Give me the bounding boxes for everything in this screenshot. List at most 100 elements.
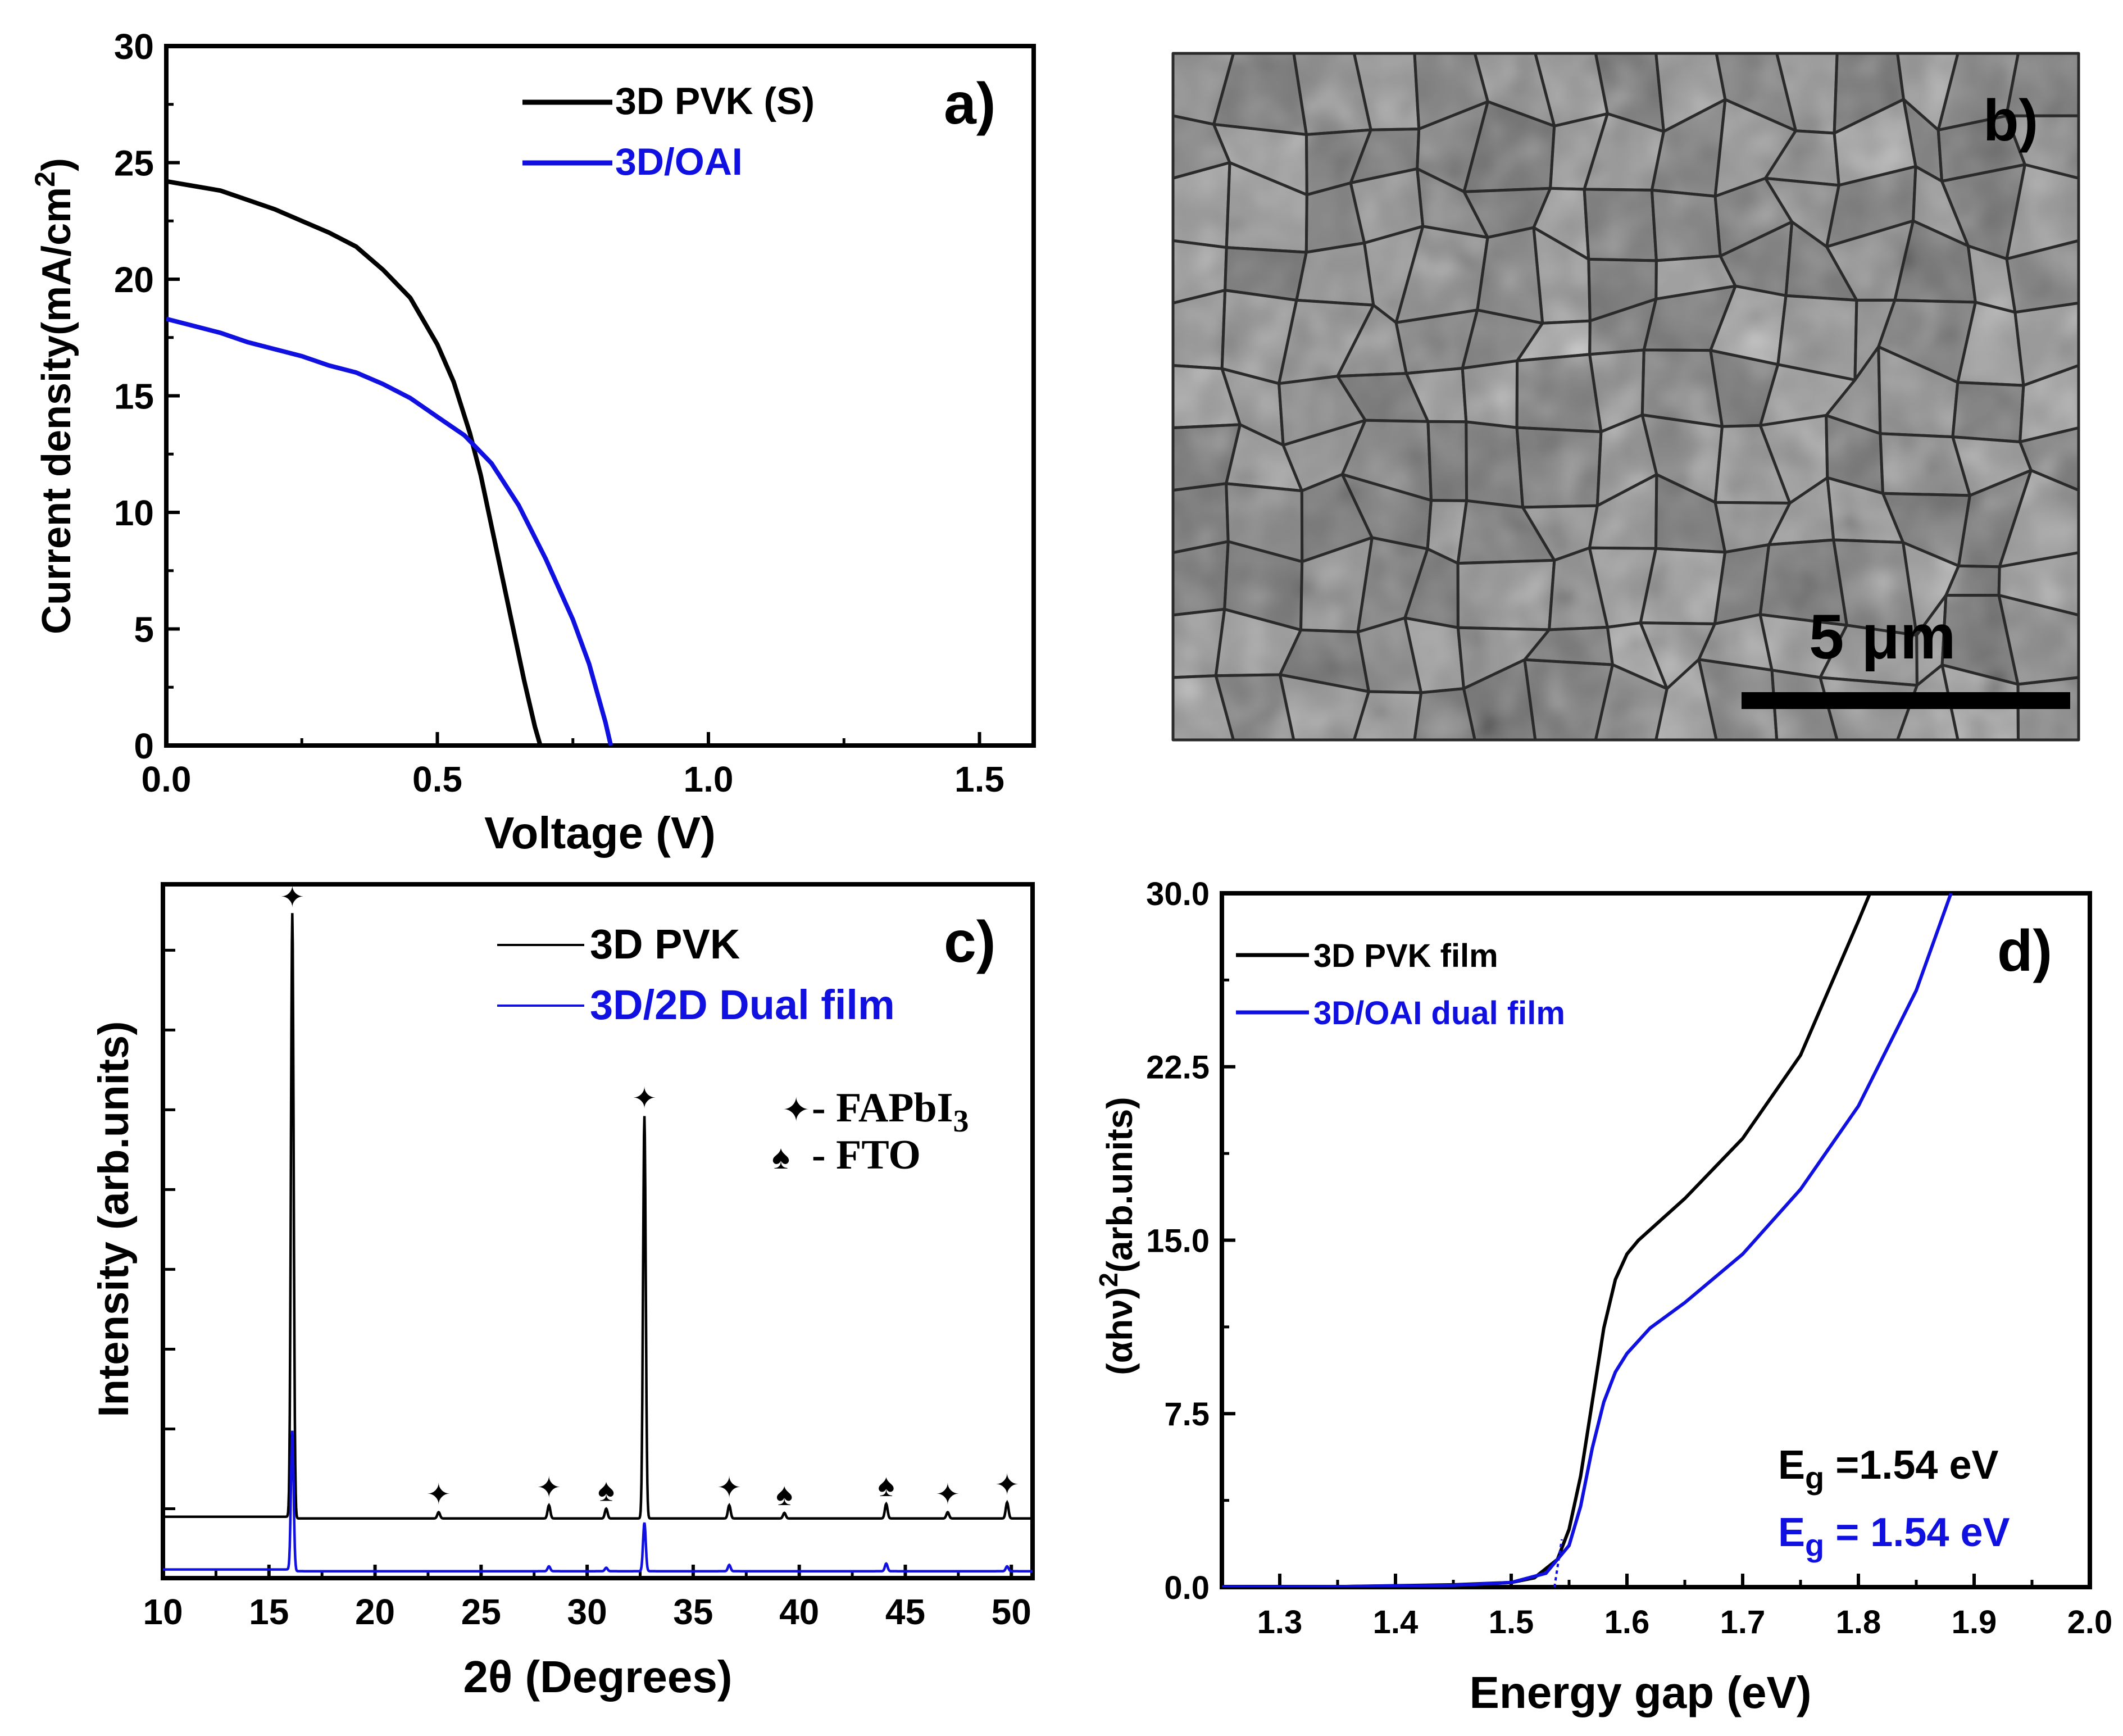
y-tick-label: 7.5	[1164, 1396, 1210, 1433]
x-tick-label: 35	[673, 1592, 713, 1632]
x-tick-label: 0.5	[412, 759, 462, 799]
fapbi3-peak-marker: ✦	[537, 1471, 561, 1504]
grain	[1456, 558, 1556, 631]
x-tick-label: 1.9	[1952, 1604, 1997, 1640]
panel-d-legend-label-1: 3D PVK film	[1313, 938, 1498, 974]
panel-a-series-3d-pvk-s	[166, 179, 543, 746]
grain	[1461, 359, 1519, 429]
panel-a: 0.0 0.5 1.0 1.5 0 5 10 15 20 25 30 3D PVK (S) 3D/…	[29, 26, 1036, 858]
x-tick-label: 25	[461, 1592, 501, 1632]
grain	[1583, 188, 1658, 262]
x-tick-label: 1.0	[684, 759, 734, 799]
panel-d-y-axis-label: (αhν)2(arb.units)	[1094, 1097, 1140, 1375]
fapbi3-legend-symbol: ✦	[782, 1091, 810, 1129]
grain	[1650, 188, 1722, 262]
grain	[1639, 547, 1727, 625]
x-tick-label: 1.5	[1489, 1604, 1534, 1640]
y-tick-label: 25	[114, 143, 154, 184]
fto-legend-symbol: ♠	[772, 1138, 790, 1176]
x-tick-label: 20	[355, 1592, 395, 1632]
panel-a-plot-frame	[164, 44, 1036, 748]
x-tick-label: 2.0	[2067, 1604, 2113, 1640]
grain	[1515, 426, 1603, 509]
y-tick-label: 0	[134, 726, 154, 766]
grain	[1476, 226, 1544, 325]
eg-blue-annotation: Eg = 1.54 eV	[1778, 1510, 2010, 1563]
y-tick-label: 20	[114, 260, 154, 300]
sem-grain-boundaries	[1171, 52, 2080, 742]
y-tick-label: 15	[114, 376, 154, 417]
grain	[1171, 161, 1231, 249]
grain	[1171, 540, 1230, 617]
panel-c-y-axis-label: Intensity (arb.units)	[90, 1021, 138, 1417]
x-tick-label: 10	[143, 1592, 183, 1632]
grain	[1515, 353, 1603, 433]
y-tick-label: 15.0	[1146, 1223, 1210, 1259]
panel-a-x-axis-label: Voltage (V)	[484, 808, 716, 858]
panel-c: 10 15 20 25 30 35 40 45 50 ✦ ✦ ✦ ✦ ✦ ✦ ✦ ♠ ♠ ♠ 3D PVK 3D/…	[90, 881, 1035, 1702]
panel-a-y-ticks: 0 5 10 15 20 25 30	[114, 26, 180, 766]
fto-peak-marker: ♠	[776, 1476, 793, 1512]
panel-a-series-3d-oai	[166, 316, 613, 746]
eg-black-annotation: Eg =1.54 eV	[1778, 1443, 1999, 1496]
panel-a-label: a)	[944, 71, 995, 137]
x-tick-label: 1.6	[1604, 1604, 1650, 1640]
panel-a-x-ticks: 0.0 0.5 1.0 1.5	[142, 732, 1004, 799]
fto-peak-marker: ♠	[878, 1467, 895, 1503]
grain	[1426, 420, 1469, 502]
panel-c-series-3d-pvk	[163, 913, 1033, 1520]
scale-bar	[1742, 692, 2070, 709]
panel-d: 1.3 1.4 1.5 1.6 1.7 1.8 1.9 2.0 0.0 7.5 15.0 22.5 3…	[1094, 876, 2112, 1717]
panel-d-legend-label-2: 3D/OAI dual film	[1313, 995, 1565, 1031]
x-tick-label: 1.5	[954, 759, 1004, 799]
x-tick-label: 15	[249, 1592, 289, 1632]
panel-a-legend-label-1: 3D PVK (S)	[615, 80, 815, 122]
x-tick-label: 1.4	[1373, 1604, 1419, 1640]
y-tick-label: 30	[114, 26, 154, 67]
panel-c-series-3d-2d-dual-film	[163, 1430, 1033, 1573]
panel-a-legend-label-2: 3D/OAI	[615, 140, 743, 183]
panel-c-y-ticks	[163, 948, 175, 1510]
fapbi3-peak-marker: ✦	[935, 1479, 960, 1511]
x-tick-label: 1.3	[1257, 1604, 1303, 1640]
panel-d-x-ticks: 1.3 1.4 1.5 1.6 1.7 1.8 1.9 2.0	[1257, 1574, 2113, 1640]
grain	[1295, 242, 1375, 307]
panel-b-label: b)	[1983, 88, 2038, 153]
panel-d-y-ticks: 0.0 7.5 15.0 22.5 30.0	[1146, 876, 1235, 1606]
panel-b: b) 5 μm	[1171, 52, 2080, 742]
y-tick-label: 5	[134, 610, 154, 650]
x-tick-label: 1.7	[1720, 1604, 1766, 1640]
y-tick-label: 22.5	[1146, 1049, 1210, 1086]
x-tick-label: 45	[885, 1592, 925, 1632]
panel-d-extrapolation-line	[1553, 1539, 1563, 1587]
grain	[1640, 348, 1724, 428]
x-tick-label: 0.0	[142, 759, 192, 799]
panel-a-y-axis-label: Current density(mA/cm2)	[29, 158, 79, 634]
panel-c-peak-markers: ✦ ✦ ✦ ✦ ✦ ✦ ✦ ♠ ♠ ♠	[280, 881, 1020, 1512]
panel-c-legend-label-2: 3D/2D Dual film	[590, 981, 895, 1028]
fapbi3-legend-label: - FAPbI3	[812, 1085, 969, 1139]
fapbi3-peak-marker: ✦	[280, 881, 305, 914]
fto-peak-marker: ♠	[598, 1473, 615, 1508]
x-tick-label: 50	[992, 1592, 1031, 1632]
fapbi3-peak-marker: ✦	[717, 1471, 742, 1504]
fapbi3-peak-marker: ✦	[995, 1469, 1020, 1501]
panel-c-label: c)	[944, 910, 995, 975]
grain	[1465, 420, 1524, 509]
grain	[1951, 381, 2025, 443]
x-tick-label: 40	[779, 1592, 819, 1632]
scale-bar-label: 5 μm	[1809, 602, 1956, 672]
grain	[1171, 289, 1227, 370]
panel-c-x-ticks: 10 15 20 25 30 35 40 45 50	[143, 1565, 1031, 1632]
panel-c-legend-label-1: 3D PVK	[590, 921, 740, 967]
panel-d-series-3d-oai-dual-film	[1222, 893, 1953, 1587]
x-tick-label: 30	[567, 1592, 607, 1632]
y-tick-label: 10	[114, 493, 154, 533]
y-tick-label: 30.0	[1146, 876, 1210, 912]
panel-c-x-axis-label: 2θ (Degrees)	[463, 1652, 733, 1702]
fapbi3-peak-marker: ✦	[426, 1479, 451, 1511]
panel-d-label: d)	[1997, 919, 2052, 984]
panel-d-x-axis-label: Energy gap (eV)	[1469, 1667, 1811, 1717]
fto-legend-label: - FTO	[812, 1132, 921, 1178]
x-tick-label: 1.8	[1836, 1604, 1881, 1640]
